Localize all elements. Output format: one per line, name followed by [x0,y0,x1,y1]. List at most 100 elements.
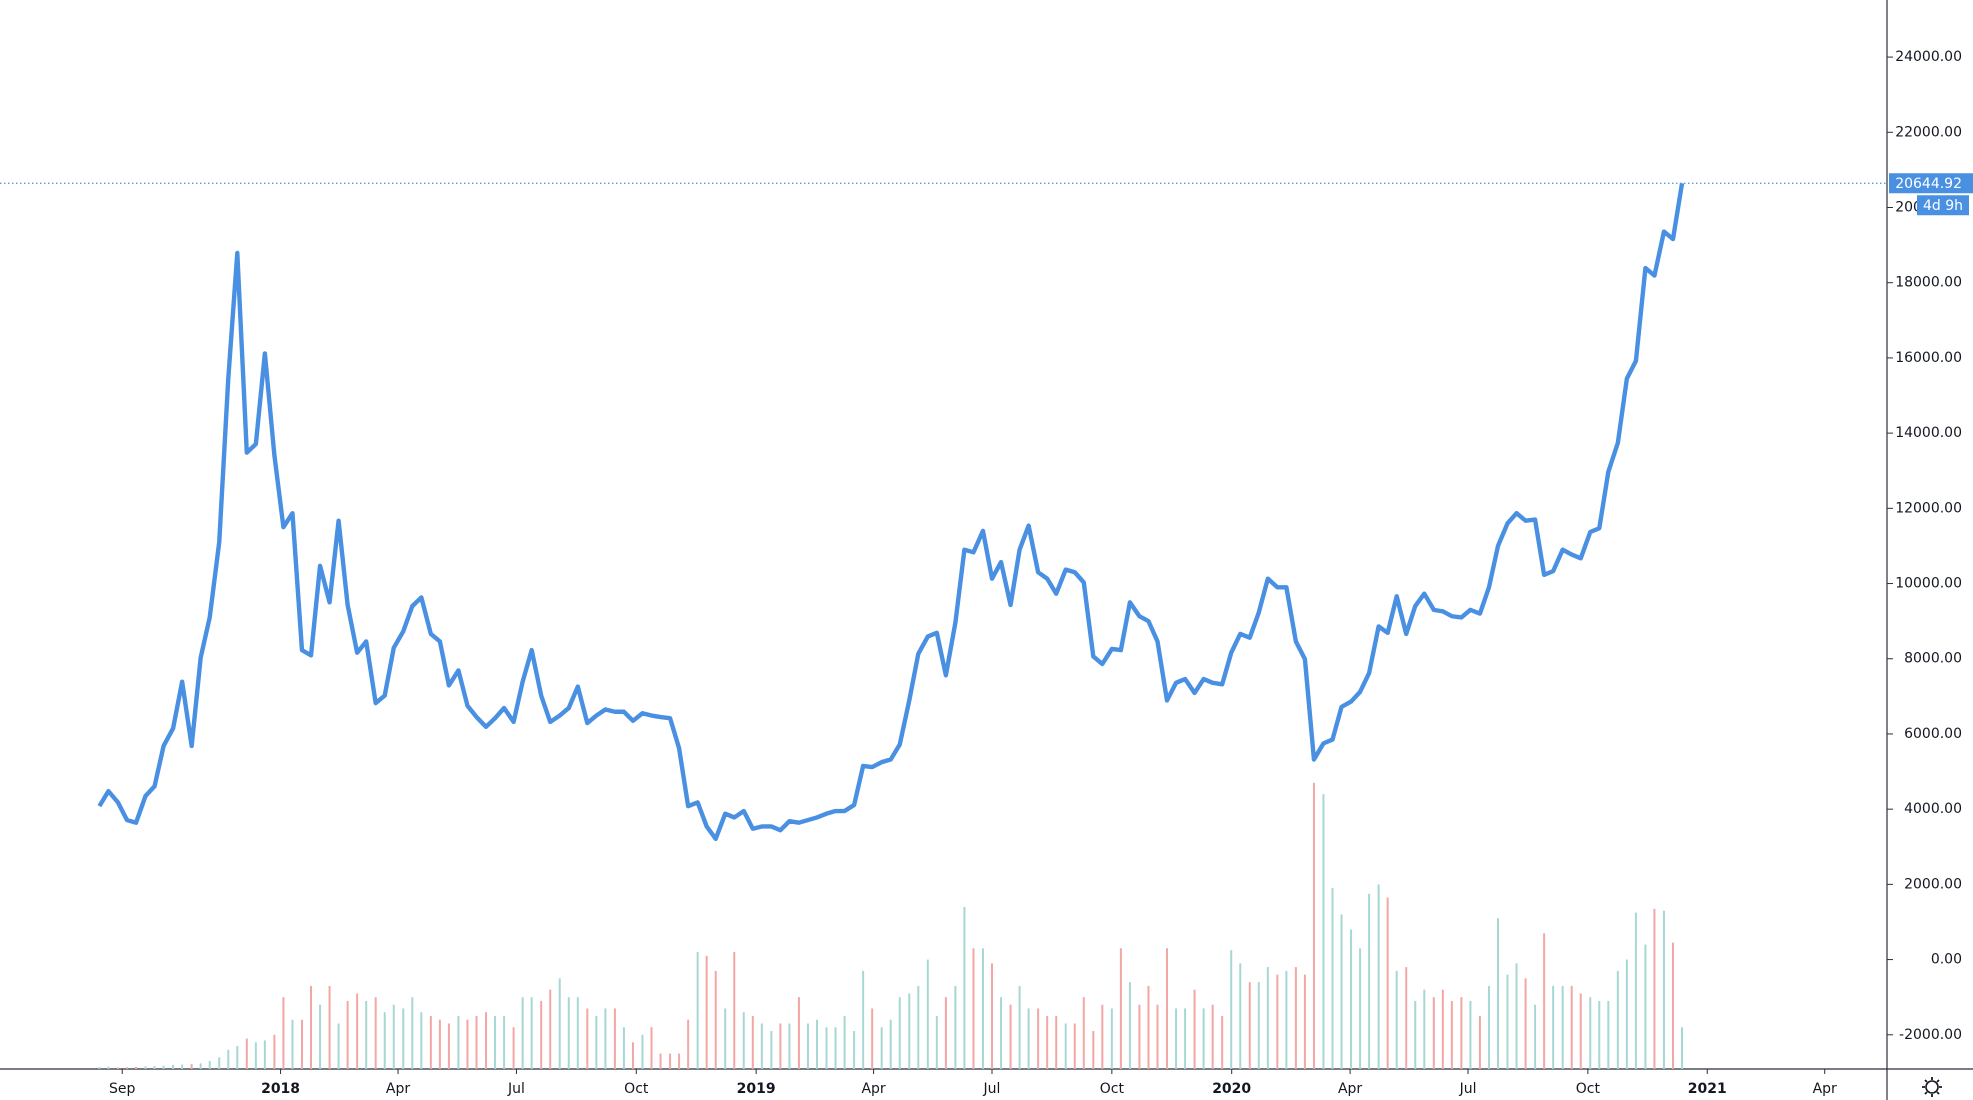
volume-bar [705,955,708,1069]
x-tick-label: Sep [109,1081,136,1097]
volume-bar [1570,985,1573,1069]
volume-bar [1230,950,1233,1069]
volume-bar [926,959,929,1069]
volume-bar [282,997,285,1069]
volume-bar [1644,944,1647,1069]
y-tick-label: 16000.00 [1895,350,1962,366]
volume-bar [1064,1023,1067,1069]
x-tick-label: Oct [1576,1081,1601,1097]
volume-bar [1211,1004,1214,1069]
volume-bar [457,1015,460,1069]
x-tick-label: Apr [1338,1081,1362,1097]
volume-bar [1653,908,1656,1069]
volume-bar [1027,1008,1030,1069]
volume-bar [1166,948,1169,1069]
volume-bar [696,952,699,1069]
volume-bar [346,1000,349,1069]
volume-bar [1303,974,1306,1069]
y-tick-label: 6000.00 [1904,726,1962,742]
volume-bar [1138,1004,1141,1069]
x-tick-label: Jul [983,1081,1001,1097]
volume-bar [1377,884,1380,1069]
volume-bar [1009,1004,1012,1069]
volume-bar [1662,910,1665,1069]
volume-bar [1469,1000,1472,1069]
volume-bar [576,997,579,1069]
x-tick-label: Jul [507,1081,525,1097]
volume-bar [411,997,414,1069]
volume-bar [908,993,911,1069]
volume-bar [1634,912,1637,1069]
volume-bar [714,970,717,1069]
volume-bar [1221,1015,1224,1069]
volume-bar [374,997,377,1069]
volume-bar [1018,985,1021,1069]
volume-bar [420,1012,423,1069]
countdown-box [1917,195,1969,216]
volume-bar [1101,1004,1104,1069]
volume-bar [1589,997,1592,1069]
volume-bar [254,1042,257,1069]
volume-bar [402,1008,405,1069]
volume-bar [300,1019,303,1069]
x-tick-label: 2020 [1212,1081,1251,1097]
volume-bar [972,948,975,1069]
volume-bar [742,1012,745,1069]
volume-bar [816,1019,819,1069]
volume-bar [760,1023,763,1069]
volume-bar [1055,1015,1058,1069]
countdown-label: 4d 9h [1923,198,1963,214]
volume-bar [898,997,901,1069]
gear-teeth [1922,1077,1942,1097]
volume-bar [1515,963,1518,1069]
x-tick-label: Apr [1813,1081,1837,1097]
volume-bar [1184,1008,1187,1069]
x-tick-label: Jul [1459,1081,1477,1097]
volume-bar [1368,893,1371,1069]
volume-bar [1681,1027,1684,1069]
volume-bar [1128,982,1131,1069]
volume-bar [125,1067,128,1069]
volume-bar [1359,948,1362,1069]
volume-bar [1543,933,1546,1069]
volume-bar [1340,914,1343,1069]
volume-bar [1478,1015,1481,1069]
volume-bar [1239,963,1242,1069]
volume-bar [613,1008,616,1069]
settings-icon[interactable] [1922,1077,1942,1097]
volume-bar [1285,970,1288,1069]
volume-bar [1506,974,1509,1069]
volume-bar [365,1000,368,1069]
x-tick-label: 2019 [737,1081,776,1097]
volume-bar [954,985,957,1069]
volume-bar [871,1008,874,1069]
volume-bar [659,1053,662,1069]
volume-bar [1248,982,1251,1069]
volume-bar [779,1023,782,1069]
volume-bar [512,1027,515,1069]
volume-bar [356,993,359,1069]
volume-bar [1202,1008,1205,1069]
y-tick-label: 12000.00 [1895,500,1962,516]
volume-bar [622,1027,625,1069]
volume-bar [1441,989,1444,1069]
volume-bar [1350,929,1353,1069]
volume-bar [1395,970,1398,1069]
volume-bar [144,1066,147,1069]
volume-bar [263,1040,266,1069]
volume-bar [438,1019,441,1069]
volume-bar [862,970,865,1069]
last-price-box [1889,173,1973,194]
y-tick-label: 14000.00 [1895,425,1962,441]
volume-bar [1423,989,1426,1069]
x-tick-label: Oct [1100,1081,1125,1097]
volume-bar [1294,967,1297,1069]
volume-bar [834,1027,837,1069]
volume-bar [1625,959,1628,1069]
volume-bar [540,1000,543,1069]
volume-bar [199,1063,202,1069]
volume-bar [567,997,570,1069]
volume-bar [770,1031,773,1069]
volume-bar [631,1042,634,1069]
volume-bar [1110,1008,1113,1069]
